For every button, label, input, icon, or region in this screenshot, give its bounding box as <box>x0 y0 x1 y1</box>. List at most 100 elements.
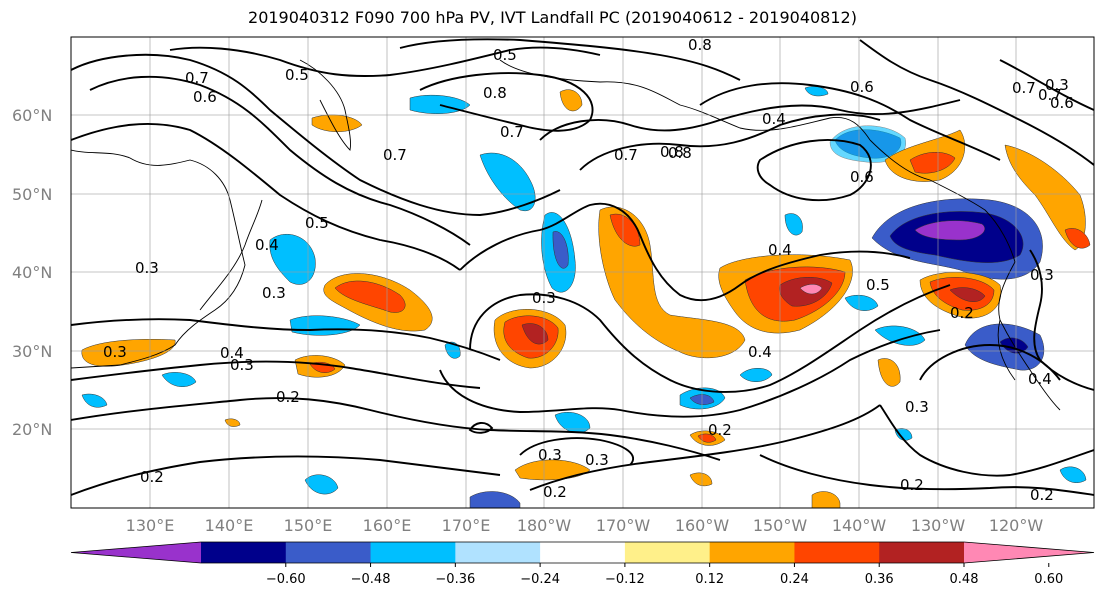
contour-label: 0.2 <box>543 483 567 501</box>
coastline-bc <box>869 139 1016 263</box>
contour-label: 0.7 <box>1038 86 1062 104</box>
colorbar-segment <box>624 542 711 563</box>
contour-line <box>468 422 494 434</box>
contour-label: 0.3 <box>103 343 127 361</box>
contour-line <box>699 82 1001 161</box>
shade-negative <box>874 325 926 346</box>
lon-tick-label: 160°E <box>363 516 412 535</box>
shade-positive <box>521 323 549 345</box>
lat-tick-label: 50°N <box>12 185 52 204</box>
colorbar-segment <box>879 542 965 563</box>
colorbar: −0.60 −0.48 −0.36 −0.24 −0.12 0.12 0.24 0.36 0.4… <box>70 541 1095 587</box>
colorbar-label: 0.60 <box>1034 572 1063 587</box>
shade-negative <box>444 341 461 359</box>
contour-label: 0.8 <box>660 143 684 161</box>
contour-label: 0.2 <box>276 388 300 406</box>
contour-label: 0.6 <box>1050 94 1074 112</box>
contour-label: 0.3 <box>585 451 609 469</box>
shade-negative <box>914 220 985 241</box>
shade-positive <box>1004 144 1086 251</box>
shade-negative <box>304 474 339 495</box>
shade-positive <box>877 358 901 387</box>
contour-line <box>419 72 594 132</box>
contour-line <box>459 202 911 302</box>
contour-label: 0.3 <box>1030 266 1054 284</box>
shade-negative <box>469 491 521 508</box>
colorbar-label: 0.24 <box>780 572 809 587</box>
lon-tick-label: 130°W <box>911 516 966 535</box>
contour-label: 0.3 <box>532 289 556 307</box>
colorbar-segment <box>455 542 541 563</box>
contour-line <box>879 404 1094 477</box>
contour-line <box>71 53 561 216</box>
lon-tick-label: 160°W <box>675 516 730 535</box>
contour-label: 0.8 <box>688 36 712 54</box>
shade-negative <box>552 231 569 269</box>
contour-line <box>756 139 872 202</box>
contour-line <box>71 455 501 496</box>
shade-positive <box>689 472 713 487</box>
lon-tick-label: 170°E <box>442 516 491 535</box>
colorbar-segment <box>201 542 287 563</box>
colorbar-extend-low <box>71 542 201 563</box>
contour-label: 0.2 <box>1030 486 1054 504</box>
shade-negative <box>81 393 108 408</box>
contour-line <box>999 59 1094 111</box>
contour-line <box>169 46 601 77</box>
contour-label: 0.2 <box>950 304 974 322</box>
contour-label: 0.5 <box>285 66 309 84</box>
contour-line <box>579 113 881 171</box>
shade-negative <box>844 295 879 311</box>
lat-tick-label: 30°N <box>12 342 52 361</box>
lon-tick-label: 120°W <box>989 516 1044 535</box>
shade-positive <box>559 89 583 112</box>
contour-label: 0.3 <box>262 284 286 302</box>
contour-label: 0.4 <box>1028 370 1052 388</box>
contour-label: 0.5 <box>493 46 517 64</box>
contour-label: 0.3 <box>135 259 159 277</box>
colorbar-segment <box>794 542 880 563</box>
contour-label: 0.2 <box>140 468 164 486</box>
contour-label: 0.8 <box>483 84 507 102</box>
lon-ticks: 130°E 140°E 150°E 160°E 170°E 180°W 170°… <box>126 516 1044 535</box>
lat-tick-label: 60°N <box>12 106 52 125</box>
contour-label: 0.4 <box>220 344 244 362</box>
shade-negative <box>161 372 197 387</box>
lon-tick-label: 130°E <box>126 516 175 535</box>
shade-positive <box>81 339 176 367</box>
lon-tick-label: 150°W <box>753 516 808 535</box>
colorbar-label: 0.12 <box>695 572 724 587</box>
colorbar-label: −0.60 <box>266 572 306 587</box>
coastline-japan <box>199 199 263 311</box>
contour-label: 0.5 <box>305 214 329 232</box>
contour-label: 0.2 <box>900 476 924 494</box>
shade-negative <box>784 213 803 236</box>
contour-label: 0.7 <box>614 146 638 164</box>
shade-negative <box>894 428 913 441</box>
colorbar-segment <box>540 542 626 563</box>
lon-tick-label: 140°E <box>205 516 254 535</box>
shade-positive <box>909 152 956 174</box>
colorbar-label: 0.48 <box>950 572 979 587</box>
lat-tick-label: 20°N <box>12 420 52 439</box>
contour-label: 0.6 <box>193 88 217 106</box>
shade-negative <box>739 368 773 382</box>
coastline-kamchatka <box>299 59 351 151</box>
contour-line <box>71 318 501 361</box>
contour-line <box>469 284 951 393</box>
shade-positive <box>514 459 591 481</box>
coastline-alaska <box>499 59 871 141</box>
contour-line <box>1029 249 1094 391</box>
contour-label: 0.3 <box>230 356 254 374</box>
coastline-asia <box>71 149 246 369</box>
contour-label: 0.3 <box>1045 76 1069 94</box>
lon-tick-label: 180°W <box>517 516 572 535</box>
contour-line <box>759 454 1094 496</box>
coastline-uswest <box>998 261 1061 411</box>
colorbar-label: −0.12 <box>605 572 645 587</box>
lon-tick-label: 150°E <box>284 516 333 535</box>
ivt-contours <box>71 38 1094 496</box>
contour-label: 0.7 <box>1012 79 1036 97</box>
coastline-baja <box>997 319 1016 381</box>
shade-positive <box>811 491 841 508</box>
